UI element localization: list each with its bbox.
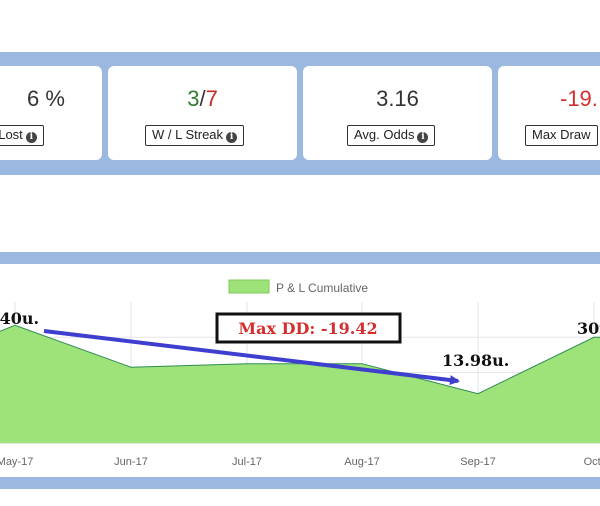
max-drawdown-value: -19. [560, 86, 598, 111]
legend-swatch[interactable] [228, 279, 270, 294]
drawdown-arrow [43, 329, 460, 386]
avg-odds-label[interactable]: Avg. Odds i [347, 125, 436, 146]
x-axis-ticks: May-17 Jun-17 Jul-17 Aug-17 Sep-17 Oct- [0, 456, 600, 468]
info-circle-icon[interactable]: i [417, 132, 429, 143]
legend-label[interactable]: P & L Cumulative [276, 281, 368, 295]
streak-label[interactable]: W / L Streak i [145, 125, 245, 146]
info-circle-icon[interactable]: i [226, 132, 238, 143]
streak-losses: 7 [205, 86, 218, 111]
avg-odds-value: 3.16 [376, 86, 419, 111]
chart-band-top [0, 252, 600, 264]
point-label-may: .40u. [0, 309, 39, 328]
pnl-chart: May-17 Jun-17 Jul-17 Aug-17 Sep-17 Oct- P & L… [0, 279, 600, 468]
x-tick-label: Oct- [584, 456, 600, 468]
max-drawdown-label[interactable]: Max Draw [525, 125, 598, 146]
max-dd-label: Max DD: -19.42 [238, 319, 377, 338]
streak-sep: / [199, 86, 206, 111]
point-label-oct: 30u [577, 319, 600, 338]
streak-value: 3/7 [108, 86, 297, 112]
pnl-area [0, 325, 600, 443]
stat-card-avg-odds: 3.16 Avg. Odds i [303, 66, 492, 160]
info-circle-icon[interactable]: i [25, 132, 37, 143]
chart-band-bottom [0, 477, 600, 489]
x-tick-label: Sep-17 [460, 456, 495, 468]
max-dd-box [215, 312, 402, 344]
x-tick-label: Aug-17 [344, 456, 379, 468]
stat-card-streak: 3/7 W / L Streak i [108, 66, 297, 160]
point-label-sep: 13.98u. [442, 351, 509, 370]
x-tick-label: May-17 [0, 456, 33, 468]
streak-wins: 3 [187, 86, 200, 111]
stat-card-max-drawdown: -19. Max Draw [498, 66, 600, 160]
lost-pct-value: 6 % [27, 86, 65, 111]
x-tick-label: Jun-17 [114, 456, 148, 468]
x-tick-label: Jul-17 [232, 456, 262, 468]
